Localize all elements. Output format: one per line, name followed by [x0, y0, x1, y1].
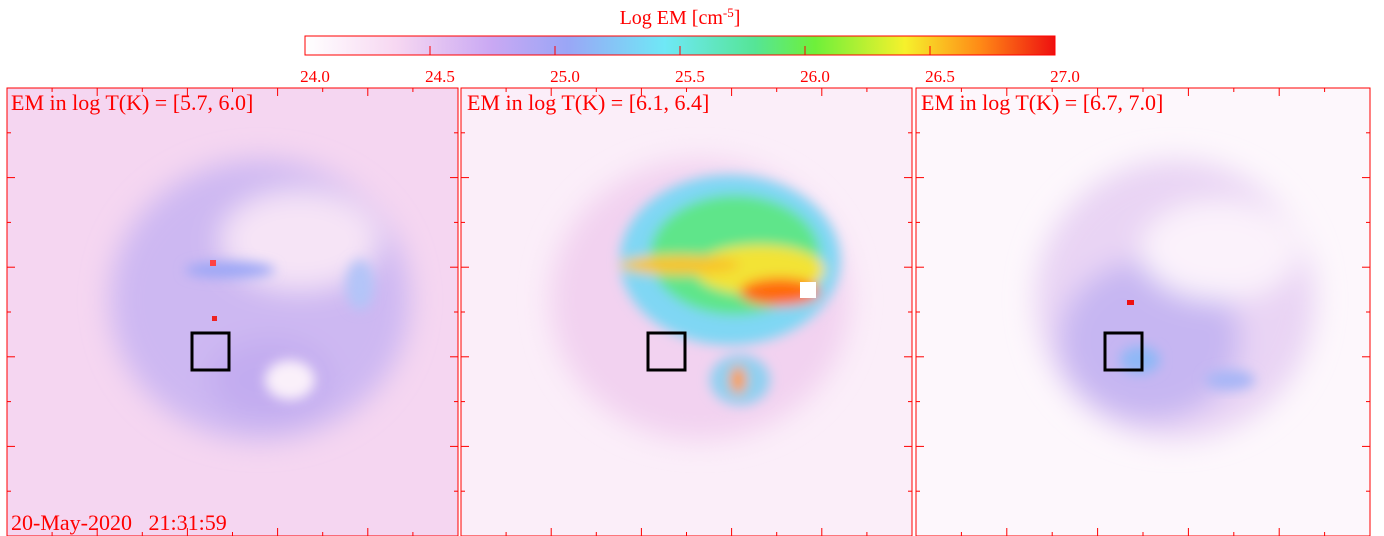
- colorbar-tick-label: 26.5: [925, 67, 955, 86]
- colorbar-title: Log EM [cm-5]: [620, 5, 741, 29]
- colorbar-title-sup: -5: [723, 5, 734, 20]
- map-panel-2: [461, 88, 912, 536]
- panel-label: EM in log T(K) = [5.7, 6.0]: [11, 90, 253, 115]
- timestamp: 20-May-2020 21:31:59: [11, 510, 227, 535]
- colorbar-tick-label: 24.0: [300, 67, 330, 86]
- panel-label: EM in log T(K) = [6.1, 6.4]: [467, 90, 709, 115]
- colorbar-tick-label: 24.5: [425, 67, 455, 86]
- panel-label: EM in log T(K) = [6.7, 7.0]: [921, 90, 1163, 115]
- map-panel-3: [916, 88, 1370, 536]
- colorbar-tick-label: 25.5: [675, 67, 705, 86]
- colorbar-tick-label: 25.0: [550, 67, 580, 86]
- colorbar-title-end: ]: [734, 7, 741, 29]
- colorbar-tick-label: 27.0: [1050, 67, 1080, 86]
- map-panel-1: [7, 88, 458, 536]
- colorbar-tick-label: 26.0: [800, 67, 830, 86]
- colorbar-title-main: Log EM [cm: [620, 7, 724, 29]
